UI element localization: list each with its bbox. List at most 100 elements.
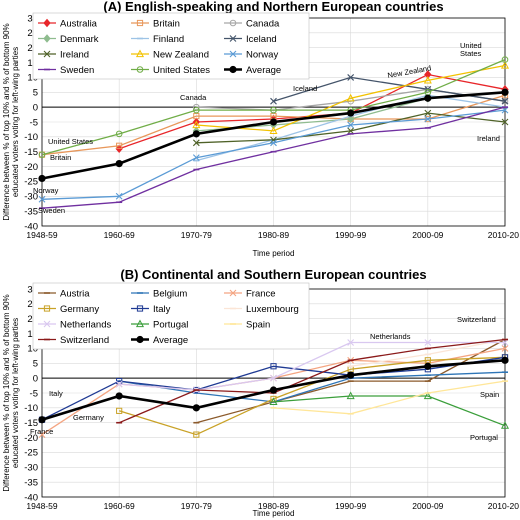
y-tick-label: -30 [24,192,38,203]
data-point [346,93,355,102]
legend-label: Denmark [60,34,99,45]
series-line [196,64,506,132]
legend-item: New Zealand [131,49,209,60]
legend-label: Average [153,335,188,346]
y-tick-label: -10 [24,132,38,143]
y-tick-label: -20 [24,162,38,173]
legend-box [32,282,310,350]
legend: Australia Britain Canada Denmark Finland Icel… [32,12,310,80]
legend-label: Portugal [153,319,188,330]
legend-item: Austria [38,288,90,299]
legend-label: Germany [60,304,99,315]
y-tick-label: -40 [24,221,38,232]
legend-item: Germany [38,304,99,315]
y-axis-label: Difference between % of top 10% and % of… [2,23,20,220]
series-average [38,88,509,183]
legend-item: United States [131,65,210,76]
legend-item: Finland [131,34,184,45]
legend-label: Average [246,65,281,76]
annotation-label: Netherlands [370,332,411,341]
annotation-label: Italy [49,389,63,398]
annotation-label: France [30,427,53,436]
legend-label: Netherlands [60,319,111,330]
data-point [270,139,277,147]
series-sweden [39,106,508,209]
legend-item: Iceland [224,34,277,45]
series-norway [38,106,509,203]
legend-item: Canada [224,18,280,29]
data-point [270,106,277,114]
data-point [347,339,355,346]
data-point [192,120,201,129]
x-axis-label: Time period [253,249,295,258]
x-tick-label: 1948-59 [26,230,57,240]
legend-label: France [246,288,276,299]
data-point [269,126,278,135]
legend-label: Finland [153,34,184,45]
x-tick-label: 2000-09 [412,230,443,240]
series-line [119,371,506,403]
y-tick-label: 5 [33,359,38,370]
legend-item: Average [224,65,281,76]
data-point [38,416,46,424]
data-point [38,195,46,203]
legend-marker [43,34,51,43]
data-point [193,112,200,120]
y-tick-label: -30 [24,463,38,474]
annotation-label: Ireland [477,134,500,143]
data-point [115,160,123,168]
legend-item: Switzerland [38,335,109,346]
data-point [38,174,46,183]
y-tick-label: 0 [33,102,38,113]
legend-marker [43,18,51,28]
legend-item: Spain [224,319,270,330]
legend-item: Denmark [38,34,99,45]
data-point [501,356,509,364]
legend-item: Portugal [131,319,188,330]
data-point [423,75,432,84]
data-point [270,97,277,105]
legend-item: Netherlands [38,319,111,330]
series-line [273,395,506,427]
x-tick-label: 1990-99 [335,501,366,511]
legend-item: Average [131,335,188,346]
x-tick-label: 1990-99 [335,230,366,240]
annotation-label: Britain [50,153,71,162]
legend-marker [135,319,145,328]
x-tick-label: 2010-20 [488,230,519,240]
data-point [192,130,200,138]
data-point [115,130,123,138]
chart-title: (B) Continental and Southern European co… [120,267,426,282]
data-point [116,407,123,414]
annotation-label: Iceland [293,84,317,93]
legend-marker [136,305,144,312]
y-tick-label: -15 [24,147,38,158]
y-tick-label: -15 [24,418,38,429]
series-line [119,356,506,436]
data-point [116,142,123,149]
legend-item: Britain [131,18,180,29]
legend-marker [43,320,51,328]
data-point [269,118,278,126]
legend-label: New Zealand [153,49,209,60]
y-tick-label: -10 [24,403,38,414]
legend-marker [136,335,144,344]
series-line [119,341,505,391]
data-point [347,121,355,129]
data-point [423,391,432,400]
data-point [347,371,355,379]
data-point [269,397,278,406]
data-point [500,61,510,69]
data-point [192,139,200,147]
series-line [118,338,506,424]
legend-label: Belgium [153,288,187,299]
data-point [115,392,123,400]
data-point [501,97,509,105]
annotation-label: Norway [33,186,59,195]
annotation-label: Sweden [38,206,65,215]
x-tick-label: 1960-69 [104,501,135,511]
y-tick-label: 5 [33,88,38,99]
data-point [347,127,355,135]
y-tick-label: -20 [24,433,38,444]
data-point [347,109,355,117]
